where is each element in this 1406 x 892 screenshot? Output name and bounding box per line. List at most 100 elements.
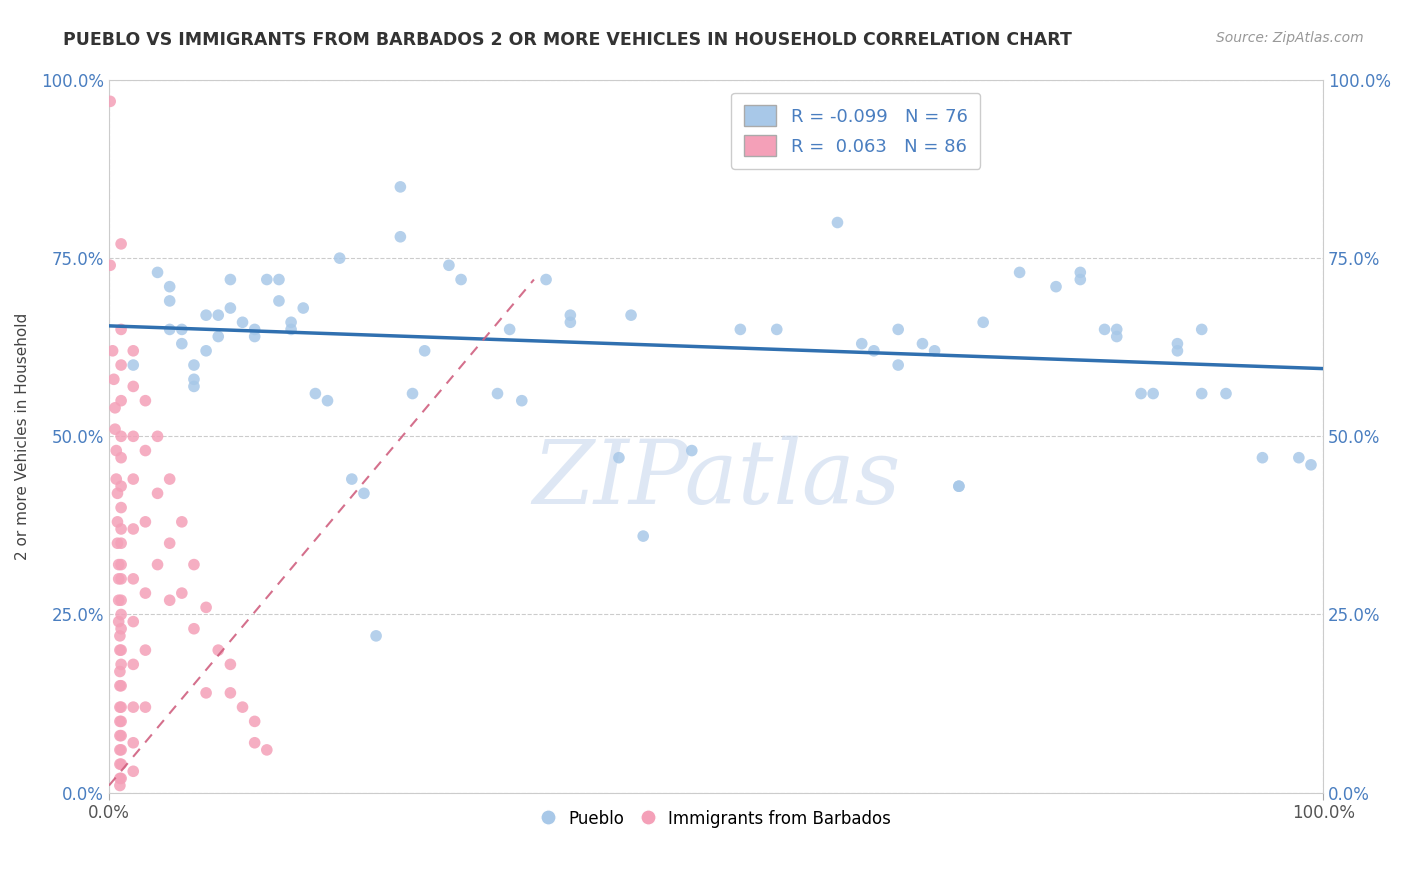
Point	[183, 379, 205, 393]
Point	[1069, 265, 1091, 279]
Point	[108, 700, 131, 714]
Point	[159, 593, 181, 607]
Point	[219, 301, 242, 315]
Point	[1069, 272, 1091, 286]
Point	[353, 486, 375, 500]
Point	[183, 622, 205, 636]
Point	[110, 700, 132, 714]
Point	[207, 643, 229, 657]
Point	[122, 615, 145, 629]
Point	[122, 572, 145, 586]
Point	[267, 293, 290, 308]
Point	[134, 393, 156, 408]
Point	[107, 536, 129, 550]
Point	[1142, 386, 1164, 401]
Point	[329, 251, 352, 265]
Text: ZIPatlas: ZIPatlas	[531, 435, 900, 523]
Point	[207, 308, 229, 322]
Point	[1191, 386, 1213, 401]
Point	[183, 358, 205, 372]
Point	[389, 180, 412, 194]
Point	[134, 700, 156, 714]
Point	[183, 558, 205, 572]
Point	[108, 665, 131, 679]
Point	[110, 772, 132, 786]
Point	[243, 714, 266, 729]
Point	[607, 450, 630, 465]
Point	[256, 743, 278, 757]
Point	[122, 358, 145, 372]
Point	[122, 764, 145, 779]
Point	[110, 607, 132, 622]
Point	[108, 779, 131, 793]
Point	[108, 772, 131, 786]
Point	[98, 258, 121, 272]
Point	[170, 336, 193, 351]
Point	[170, 586, 193, 600]
Point	[110, 572, 132, 586]
Point	[887, 322, 910, 336]
Point	[107, 515, 129, 529]
Point	[243, 322, 266, 336]
Point	[292, 301, 315, 315]
Point	[1251, 450, 1274, 465]
Point	[122, 700, 145, 714]
Text: Source: ZipAtlas.com: Source: ZipAtlas.com	[1216, 31, 1364, 45]
Point	[107, 486, 129, 500]
Point	[219, 657, 242, 672]
Point	[972, 315, 994, 329]
Point	[110, 322, 132, 336]
Point	[887, 358, 910, 372]
Point	[534, 272, 557, 286]
Point	[243, 736, 266, 750]
Point	[631, 529, 654, 543]
Point	[110, 593, 132, 607]
Point	[110, 558, 132, 572]
Point	[948, 479, 970, 493]
Point	[948, 479, 970, 493]
Point	[122, 429, 145, 443]
Point	[134, 643, 156, 657]
Point	[183, 372, 205, 386]
Point	[1094, 322, 1116, 336]
Point	[110, 358, 132, 372]
Point	[110, 622, 132, 636]
Point	[107, 572, 129, 586]
Point	[219, 686, 242, 700]
Point	[1045, 279, 1067, 293]
Point	[170, 515, 193, 529]
Point	[498, 322, 520, 336]
Point	[122, 657, 145, 672]
Point	[110, 743, 132, 757]
Text: PUEBLO VS IMMIGRANTS FROM BARBADOS 2 OR MORE VEHICLES IN HOUSEHOLD CORRELATION C: PUEBLO VS IMMIGRANTS FROM BARBADOS 2 OR …	[63, 31, 1073, 49]
Point	[1130, 386, 1153, 401]
Point	[146, 429, 169, 443]
Point	[134, 443, 156, 458]
Point	[304, 386, 326, 401]
Point	[159, 279, 181, 293]
Point	[110, 536, 132, 550]
Point	[110, 643, 132, 657]
Point	[105, 443, 128, 458]
Point	[122, 343, 145, 358]
Point	[413, 343, 436, 358]
Point	[1008, 265, 1031, 279]
Point	[110, 714, 132, 729]
Point	[110, 429, 132, 443]
Point	[105, 472, 128, 486]
Point	[110, 657, 132, 672]
Point	[110, 500, 132, 515]
Point	[560, 315, 582, 329]
Point	[364, 629, 387, 643]
Point	[1105, 329, 1128, 343]
Point	[1166, 343, 1188, 358]
Point	[108, 643, 131, 657]
Point	[107, 558, 129, 572]
Point	[924, 343, 946, 358]
Point	[560, 308, 582, 322]
Point	[437, 258, 460, 272]
Point	[134, 586, 156, 600]
Point	[104, 422, 127, 436]
Point	[108, 729, 131, 743]
Point	[170, 322, 193, 336]
